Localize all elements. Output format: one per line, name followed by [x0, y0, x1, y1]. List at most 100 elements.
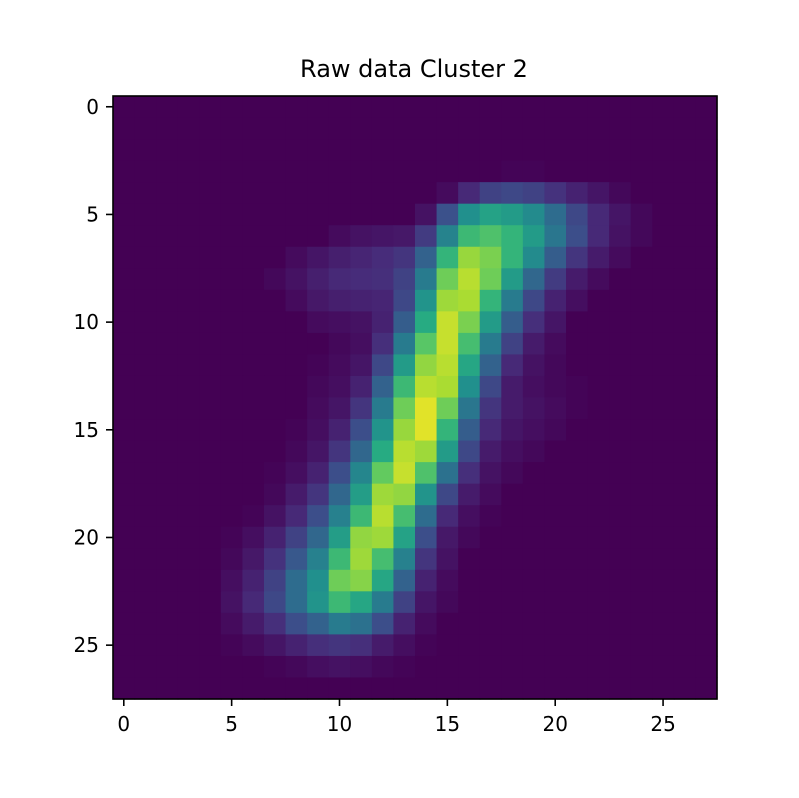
heatmap-cell [436, 612, 459, 635]
heatmap-cell [134, 419, 157, 442]
heatmap-cell [415, 289, 438, 312]
heatmap-cell [415, 440, 438, 463]
heatmap-cell [652, 182, 675, 205]
heatmap-cell [393, 483, 416, 506]
heatmap-cell [177, 419, 200, 442]
y-tick-label: 10 [74, 310, 99, 334]
x-tick-label: 5 [225, 712, 238, 736]
heatmap-cell [609, 634, 632, 657]
heatmap-cell [544, 182, 567, 205]
heatmap-cell [436, 96, 459, 119]
heatmap-cell [177, 483, 200, 506]
heatmap-cell [652, 96, 675, 119]
heatmap-cell [177, 246, 200, 269]
heatmap-cell [436, 483, 459, 506]
heatmap-cell [652, 483, 675, 506]
heatmap-cell [415, 462, 438, 485]
heatmap-cell [285, 612, 308, 635]
heatmap-cell [566, 655, 589, 679]
heatmap-cell [285, 569, 308, 592]
heatmap-cell [350, 96, 373, 119]
heatmap-cell [630, 612, 653, 635]
heatmap-cell [393, 203, 416, 226]
heatmap-cell [328, 655, 351, 679]
heatmap-cell [307, 526, 330, 549]
heatmap-cell [307, 462, 330, 485]
heatmap-cell [695, 419, 718, 442]
heatmap-cell [566, 634, 589, 657]
heatmap-cell [328, 182, 351, 205]
heatmap-cell [479, 311, 502, 334]
heatmap-cell [566, 419, 589, 442]
heatmap-cell [501, 397, 524, 420]
heatmap-cell [522, 160, 546, 183]
heatmap-cell [371, 397, 395, 420]
heatmap-cell [501, 182, 524, 205]
heatmap-cell [630, 225, 653, 248]
heatmap-cell [220, 505, 244, 528]
heatmap-cell [156, 117, 179, 140]
heatmap-cell [479, 225, 502, 248]
heatmap-cell [695, 160, 718, 183]
heatmap-cell [695, 677, 718, 700]
heatmap-cell [307, 440, 330, 463]
heatmap-cell [113, 591, 136, 614]
heatmap-cell [415, 311, 438, 334]
heatmap-cell [695, 397, 718, 420]
heatmap-cell [134, 311, 157, 334]
heatmap-cell [415, 139, 438, 162]
heatmap-cell [630, 311, 653, 334]
plot-frame [112, 95, 718, 700]
heatmap-cell [113, 225, 136, 248]
heatmap-cell [199, 203, 222, 226]
heatmap-cell [307, 160, 330, 183]
heatmap-cell [479, 419, 502, 442]
heatmap-cell [458, 677, 481, 700]
heatmap-cell [436, 332, 459, 356]
heatmap-cell [458, 569, 481, 592]
heatmap-cell [458, 612, 481, 635]
heatmap-cell [501, 289, 524, 312]
heatmap-cell [113, 246, 136, 269]
heatmap-cell [220, 397, 244, 420]
heatmap-cell [609, 160, 632, 183]
heatmap-cell [156, 655, 179, 679]
heatmap-cell [393, 569, 416, 592]
heatmap-cell [458, 655, 481, 679]
heatmap-cell [393, 375, 416, 399]
heatmap-cell [436, 139, 459, 162]
heatmap-cell [436, 548, 459, 571]
heatmap-cell [199, 612, 222, 635]
heatmap-cell [285, 634, 308, 657]
heatmap-cell [501, 203, 524, 226]
heatmap-cell [544, 634, 567, 657]
heatmap-cell [134, 505, 157, 528]
heatmap-cell [177, 677, 200, 700]
x-tick-label: 20 [542, 712, 567, 736]
heatmap-cell [587, 160, 610, 183]
heatmap-cell [544, 117, 567, 140]
heatmap-cell [479, 505, 502, 528]
heatmap-cell [522, 203, 546, 226]
heatmap-cell [242, 591, 265, 614]
heatmap-cell [587, 569, 610, 592]
heatmap-cell [695, 505, 718, 528]
heatmap-cell [113, 612, 136, 635]
heatmap-cell [587, 289, 610, 312]
heatmap-cell [264, 483, 287, 506]
heatmap-cell [393, 677, 416, 700]
heatmap-cell [264, 612, 287, 635]
heatmap-cell [630, 505, 653, 528]
heatmap-cell [479, 655, 502, 679]
heatmap-cell [134, 462, 157, 485]
heatmap-cell [522, 354, 546, 377]
heatmap-cell [242, 375, 265, 399]
heatmap-cell [242, 677, 265, 700]
heatmap-cell [479, 117, 502, 140]
heatmap-cell [285, 225, 308, 248]
heatmap-cell [587, 139, 610, 162]
heatmap-cell [522, 591, 546, 614]
heatmap-cell [630, 96, 653, 119]
heatmap-cell [285, 182, 308, 205]
